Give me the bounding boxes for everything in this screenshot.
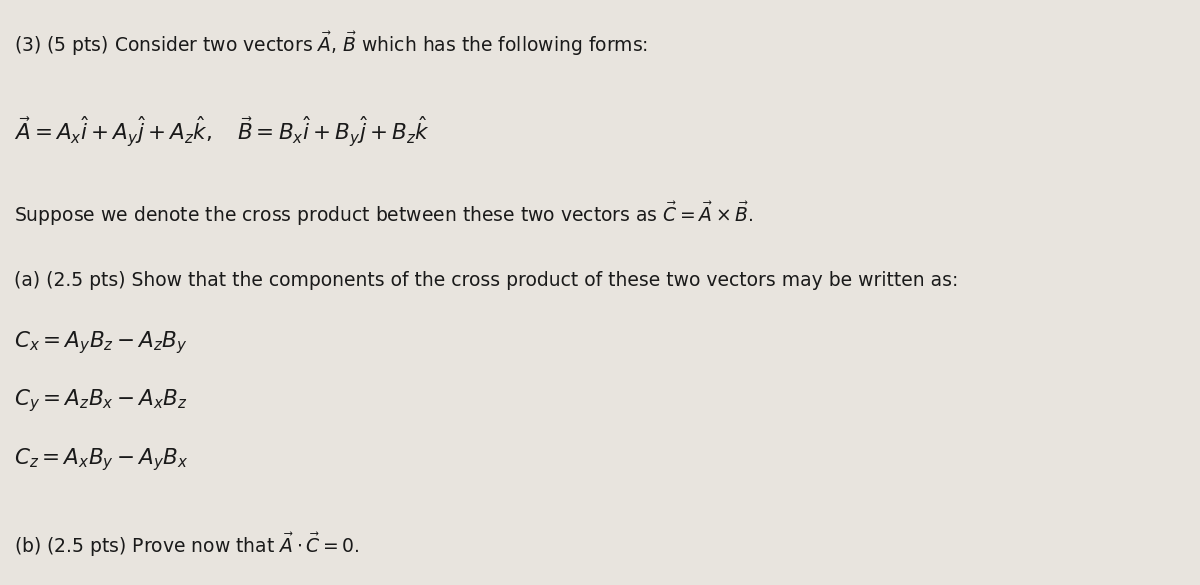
Text: $\vec{A} = A_x\hat{i} + A_y\hat{j} + A_z\hat{k},\quad \vec{B} = B_x\hat{i} + B_y: $\vec{A} = A_x\hat{i} + A_y\hat{j} + A_z… bbox=[14, 115, 431, 149]
Text: $C_y = A_z B_x - A_x B_z$: $C_y = A_z B_x - A_x B_z$ bbox=[14, 387, 188, 414]
Text: $C_x = A_y B_z - A_z B_y$: $C_x = A_y B_z - A_z B_y$ bbox=[14, 329, 188, 356]
Text: $C_z = A_x B_y - A_y B_x$: $C_z = A_x B_y - A_y B_x$ bbox=[14, 446, 190, 473]
Text: (3) (5 pts) Consider two vectors $\vec{A}$, $\vec{B}$ which has the following fo: (3) (5 pts) Consider two vectors $\vec{A… bbox=[14, 30, 648, 58]
Text: Suppose we denote the cross product between these two vectors as $\vec{C} = \vec: Suppose we denote the cross product betw… bbox=[14, 199, 754, 228]
Text: (a) (2.5 pts) Show that the components of the cross product of these two vectors: (a) (2.5 pts) Show that the components o… bbox=[14, 271, 959, 290]
Text: (b) (2.5 pts) Prove now that $\vec{A} \cdot \vec{C} = 0$.: (b) (2.5 pts) Prove now that $\vec{A} \c… bbox=[14, 531, 360, 559]
